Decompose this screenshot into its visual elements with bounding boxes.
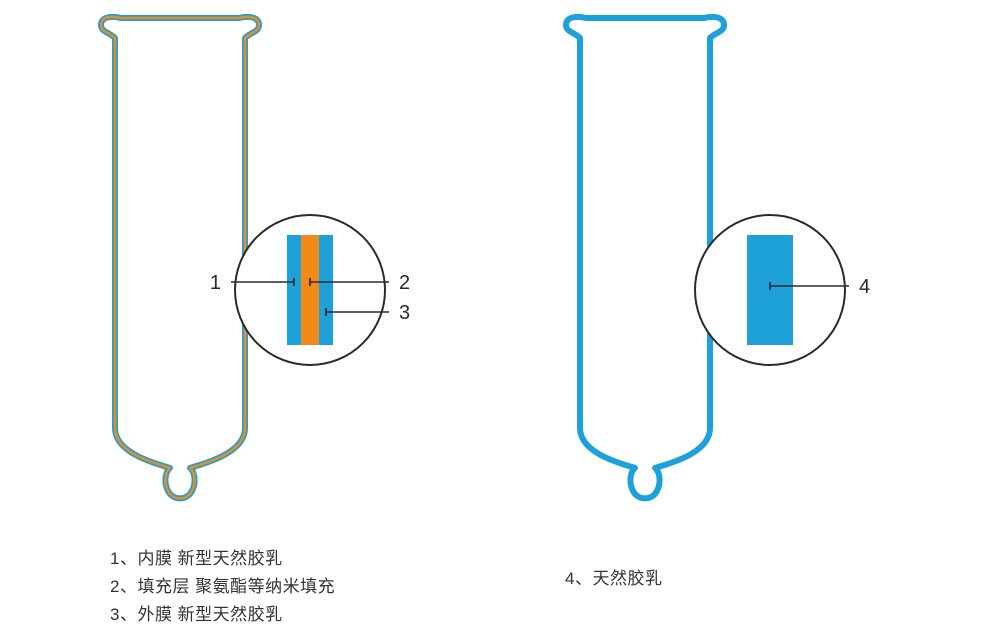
left-legend-line-1: 1、内膜 新型天然胶乳	[110, 545, 335, 573]
right-magnifier: 4	[695, 215, 870, 365]
tube-outer	[566, 17, 724, 498]
left-legend: 1、内膜 新型天然胶乳 2、填充层 聚氨酯等纳米填充 3、外膜 新型天然胶乳	[110, 545, 335, 629]
diagram-stage: 123 4 1、内膜 新型天然胶乳 2、填充层 聚氨酯等纳米填充 3、外膜 新型…	[0, 0, 1000, 636]
left-legend-line-2: 2、填充层 聚氨酯等纳米填充	[110, 573, 335, 601]
right-figure: 4	[0, 0, 1000, 636]
left-legend-line-3: 3、外膜 新型天然胶乳	[110, 601, 335, 629]
right-tube	[566, 17, 724, 498]
right-legend: 4、天然胶乳	[565, 565, 662, 593]
right-legend-line-1: 4、天然胶乳	[565, 565, 662, 593]
callout-number: 4	[859, 276, 870, 298]
